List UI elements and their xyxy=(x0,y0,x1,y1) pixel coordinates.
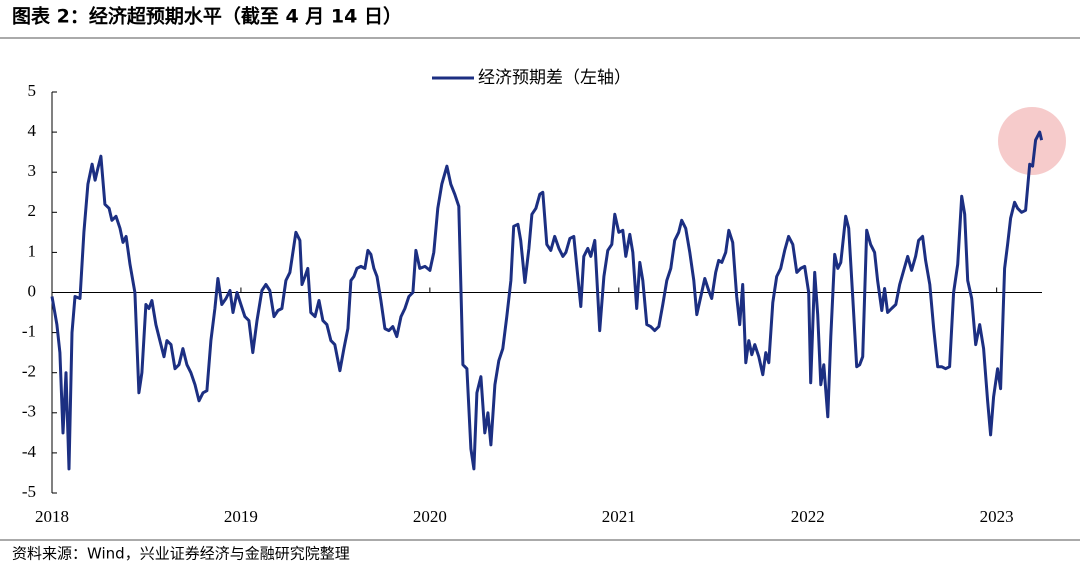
x-tick-label: 2021 xyxy=(602,507,636,526)
y-tick-label: -4 xyxy=(22,442,37,461)
y-tick-label: -3 xyxy=(22,402,36,421)
x-tick-label: 2019 xyxy=(224,507,258,526)
highlight-circle xyxy=(998,107,1066,175)
y-tick-label: 5 xyxy=(28,81,37,100)
y-tick-label: 0 xyxy=(28,281,37,300)
legend-label: 经济预期差（左轴） xyxy=(478,68,631,88)
x-tick-label: 2020 xyxy=(413,507,447,526)
source-note: 资料来源：Wind，兴业证券经济与金融研究院整理 xyxy=(12,545,350,563)
x-tick-label: 2023 xyxy=(980,507,1014,526)
y-tick-label: 3 xyxy=(28,161,37,180)
x-tick-label: 2022 xyxy=(791,507,825,526)
chart-title: 图表 2：经济超预期水平（截至 4 月 14 日） xyxy=(12,5,402,28)
y-tick-label: -1 xyxy=(22,322,36,341)
y-tick-label: 2 xyxy=(28,201,37,220)
y-tick-label: 4 xyxy=(28,121,37,140)
series-line xyxy=(50,130,1044,471)
y-tick-label: -2 xyxy=(22,362,36,381)
y-tick-label: -5 xyxy=(22,482,36,501)
x-tick-label: 2018 xyxy=(35,507,69,526)
y-tick-label: 1 xyxy=(28,241,37,260)
